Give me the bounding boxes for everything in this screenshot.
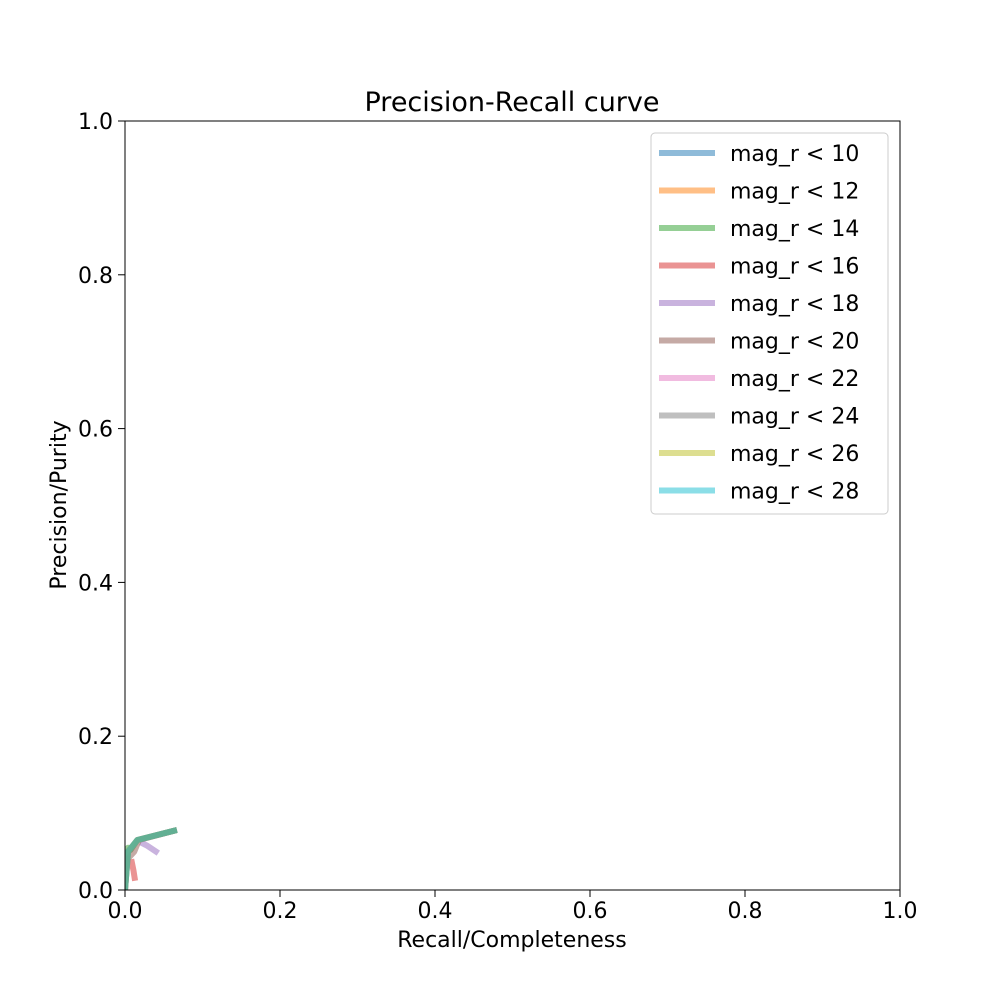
- legend-label: mag_r < 18: [730, 292, 859, 317]
- y-tick-label: 0.4: [78, 571, 113, 596]
- y-axis-ticks: 0.0 0.2 0.4 0.6 0.8 1.0: [78, 110, 125, 904]
- y-tick-label: 0.2: [78, 725, 113, 750]
- y-tick-label: 0.8: [78, 264, 113, 289]
- y-tick-label: 0.0: [78, 879, 113, 904]
- x-tick-label: 1.0: [883, 899, 918, 924]
- x-tick-label: 0.2: [263, 899, 298, 924]
- legend-label: mag_r < 26: [730, 442, 859, 467]
- y-tick-label: 1.0: [78, 110, 113, 135]
- legend-label: mag_r < 10: [730, 142, 859, 167]
- legend: mag_r < 10 mag_r < 12 mag_r < 14 mag_r < 16…: [650, 132, 889, 515]
- legend-label: mag_r < 14: [730, 217, 859, 242]
- y-axis-label: Precision/Purity: [47, 420, 72, 589]
- chart-title: Precision-Recall curve: [365, 87, 660, 118]
- x-tick-label: 0.0: [108, 899, 143, 924]
- y-tick-label: 0.6: [78, 418, 113, 443]
- legend-label: mag_r < 20: [730, 330, 859, 355]
- x-axis-label: Recall/Completeness: [397, 928, 626, 953]
- x-axis-ticks: 0.0 0.2 0.4 0.6 0.8 1.0: [108, 890, 918, 924]
- plot-area: [125, 827, 178, 890]
- series-line-9: [125, 827, 178, 890]
- x-tick-label: 0.8: [728, 899, 763, 924]
- legend-label: mag_r < 22: [730, 367, 859, 392]
- series-line-3: [128, 858, 139, 882]
- x-tick-label: 0.4: [418, 899, 453, 924]
- legend-label: mag_r < 24: [730, 405, 859, 430]
- x-tick-label: 0.6: [573, 899, 608, 924]
- legend-label: mag_r < 16: [730, 255, 859, 280]
- axes-frame: [124, 120, 901, 891]
- series-line-4: [139, 839, 160, 856]
- legend-label: mag_r < 12: [730, 180, 859, 205]
- legend-label: mag_r < 28: [730, 480, 859, 505]
